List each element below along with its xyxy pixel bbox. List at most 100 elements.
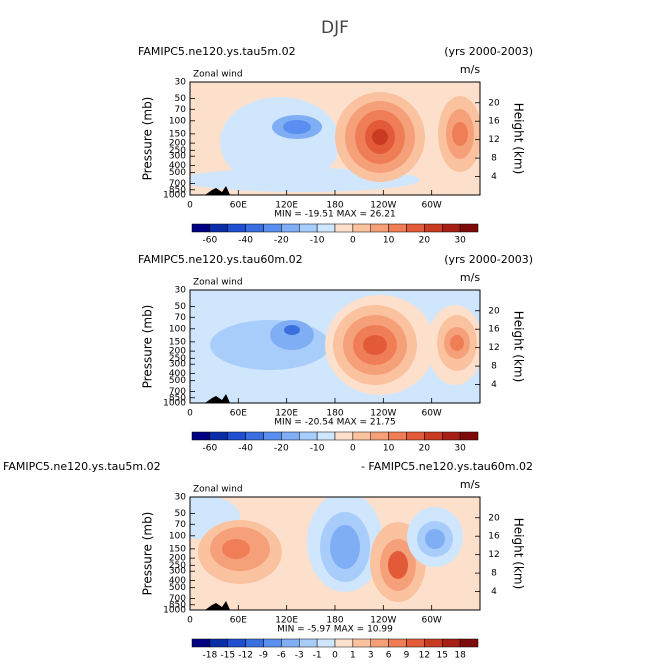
colorbar-label: -20 <box>274 444 289 454</box>
y-tick-label: 150 <box>169 544 186 554</box>
colorbar-box <box>406 223 425 233</box>
colorbar-box <box>316 223 336 233</box>
y-tick-label: 700 <box>169 594 186 604</box>
colorbar-box <box>352 223 371 233</box>
colorbar-box <box>209 223 228 233</box>
x-tick-label: 120W <box>370 616 396 626</box>
right-title: (yrs 2000-2003) <box>444 253 533 266</box>
y-axis-label: Pressure (mb) <box>141 512 155 596</box>
colorbar-label: 0 <box>332 651 338 661</box>
y2-tick-label: 12 <box>488 343 499 353</box>
colorbar-box <box>263 638 282 648</box>
colorbar-box <box>227 638 246 648</box>
x-tick-label: 120E <box>275 616 298 626</box>
colorbar-box <box>442 223 461 233</box>
y2-axis-label: Height (km) <box>512 311 526 382</box>
right-title: - FAMIPC5.ne120.ys.tau60m.02 <box>361 460 533 473</box>
colorbar-label: -40 <box>238 236 253 246</box>
y2-tick-label: 16 <box>488 532 500 542</box>
colorbar-box <box>191 431 211 441</box>
colorbar-box <box>442 638 461 648</box>
y-tick-label: 50 <box>175 94 187 104</box>
colorbar-box <box>227 223 246 233</box>
x-tick-label: 180 <box>326 201 343 211</box>
colorbar-box <box>388 638 407 648</box>
colorbar-box <box>209 431 228 441</box>
colorbar-box <box>191 223 211 233</box>
y-tick-label: 400 <box>169 369 186 379</box>
colorbar-box <box>424 431 443 441</box>
y2-tick-label: 12 <box>488 135 499 145</box>
colorbar-box <box>459 223 479 233</box>
y-tick-label: 250 <box>169 146 186 156</box>
x-tick-label: 0 <box>187 616 193 626</box>
colorbar-label: 9 <box>404 651 410 661</box>
y-tick-label: 700 <box>169 179 186 189</box>
colorbar-label: 30 <box>454 444 466 454</box>
colorbar-box <box>299 431 318 441</box>
y2-tick-label: 8 <box>491 362 497 372</box>
x-tick-label: 180 <box>326 616 343 626</box>
y-tick-label: 700 <box>169 387 186 397</box>
y-tick-label: 850 <box>169 185 186 195</box>
y-tick-label: 1000 <box>163 606 186 616</box>
colorbar-box <box>334 431 354 441</box>
x-tick-label: 60E <box>230 201 247 211</box>
colorbar-label: 15 <box>437 651 448 661</box>
y2-tick-label: 4 <box>491 587 497 597</box>
colorbar-label: 10 <box>383 236 395 246</box>
y-tick-label: 250 <box>169 354 186 364</box>
x-tick-label: 0 <box>187 409 193 419</box>
colorbar-box <box>442 431 461 441</box>
units: m/s <box>460 271 480 284</box>
colorbar-box <box>352 431 371 441</box>
y-tick-label: 30 <box>175 493 187 503</box>
left-title: FAMIPC5.ne120.ys.tau5m.02 <box>3 460 161 473</box>
colorbar-label: 6 <box>386 651 392 661</box>
colorbar-label: -1 <box>313 651 322 661</box>
colorbar-box <box>245 431 264 441</box>
colorbar-box <box>406 638 425 648</box>
colorbar-label: -15 <box>220 651 235 661</box>
colorbar-label: -12 <box>238 651 253 661</box>
y-tick-label: 500 <box>169 376 186 386</box>
colorbar-box <box>388 223 407 233</box>
y-tick-label: 400 <box>169 161 186 171</box>
y-tick-label: 300 <box>169 567 186 577</box>
x-tick-label: 60E <box>230 616 247 626</box>
colorbar-label: -40 <box>238 444 253 454</box>
stats: MIN = -20.54 MAX = 21.75 <box>274 418 395 428</box>
colorbar-box <box>299 223 318 233</box>
y2-tick-label: 8 <box>491 569 497 579</box>
colorbar-box <box>245 638 264 648</box>
y-tick-label: 100 <box>169 324 186 334</box>
x-tick-label: 180 <box>326 409 343 419</box>
x-tick-label: 60W <box>421 616 441 626</box>
y-tick-label: 300 <box>169 360 186 370</box>
colorbar-label: -10 <box>310 236 325 246</box>
y-tick-label: 150 <box>169 337 186 347</box>
colorbar-box <box>281 223 300 233</box>
y-tick-label: 500 <box>169 168 186 178</box>
colorbar-label: -18 <box>203 651 218 661</box>
colorbar-label: 18 <box>454 651 466 661</box>
colorbar-label: -20 <box>274 236 289 246</box>
colorbar-box <box>245 223 264 233</box>
y-tick-label: 850 <box>169 393 186 403</box>
colorbar-box <box>316 638 336 648</box>
colorbar-label: 0 <box>350 444 356 454</box>
colorbar-box <box>370 431 389 441</box>
colorbar-label: 1 <box>350 651 356 661</box>
stats: MIN = -19.51 MAX = 26.21 <box>274 210 395 220</box>
colorbar-label: -10 <box>310 444 325 454</box>
x-tick-label: 120E <box>275 409 298 419</box>
colorbar-box <box>388 431 407 441</box>
y-tick-label: 50 <box>175 302 187 312</box>
y2-axis-label: Height (km) <box>512 518 526 589</box>
y-tick-label: 200 <box>169 554 186 564</box>
colorbar-box <box>352 638 371 648</box>
figure-title: DJF <box>321 18 349 38</box>
colorbar-box <box>191 638 211 648</box>
colorbar-box <box>227 431 246 441</box>
